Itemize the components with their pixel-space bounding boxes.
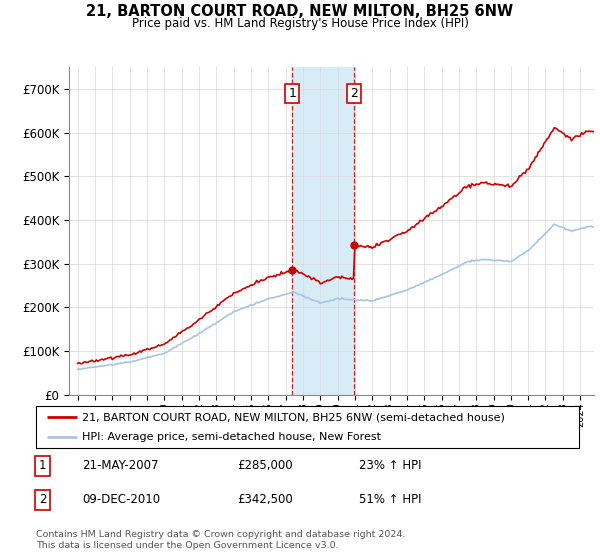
Text: 2: 2	[350, 87, 358, 100]
Text: Price paid vs. HM Land Registry's House Price Index (HPI): Price paid vs. HM Land Registry's House …	[131, 17, 469, 30]
Text: £342,500: £342,500	[237, 493, 293, 506]
Text: 09-DEC-2010: 09-DEC-2010	[82, 493, 160, 506]
Text: 23% ↑ HPI: 23% ↑ HPI	[359, 459, 422, 473]
Text: 2: 2	[39, 493, 46, 506]
Text: 21-MAY-2007: 21-MAY-2007	[82, 459, 158, 473]
Text: £285,000: £285,000	[237, 459, 293, 473]
Bar	[292, 67, 354, 395]
Text: 1: 1	[39, 459, 46, 473]
Text: Contains HM Land Registry data © Crown copyright and database right 2024.
This d: Contains HM Land Registry data © Crown c…	[36, 530, 406, 550]
FancyBboxPatch shape	[36, 406, 579, 448]
Text: 1: 1	[289, 87, 296, 100]
Text: HPI: Average price, semi-detached house, New Forest: HPI: Average price, semi-detached house,…	[82, 432, 381, 442]
Text: 21, BARTON COURT ROAD, NEW MILTON, BH25 6NW: 21, BARTON COURT ROAD, NEW MILTON, BH25 …	[86, 4, 514, 19]
Text: 51% ↑ HPI: 51% ↑ HPI	[359, 493, 422, 506]
Text: 21, BARTON COURT ROAD, NEW MILTON, BH25 6NW (semi-detached house): 21, BARTON COURT ROAD, NEW MILTON, BH25 …	[82, 412, 505, 422]
